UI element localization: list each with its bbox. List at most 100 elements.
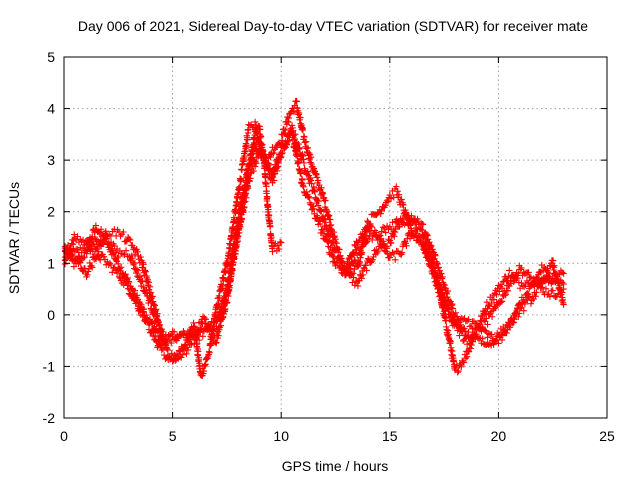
data-point-plus [363,239,370,246]
data-point-plus [229,261,237,269]
data-point-plus [530,275,537,282]
data-point-plus [120,228,127,236]
data-point-plus [271,161,279,168]
data-point-plus [152,332,159,339]
data-point-plus [93,253,100,260]
data-point-plus [369,256,376,263]
data-point-plus [75,253,82,260]
data-point-plus [134,267,142,274]
y-tick-label: -1 [43,358,56,374]
data-point-plus [116,273,123,281]
data-point-plus [218,282,226,290]
data-point-plus [202,326,210,333]
data-point-plus [403,242,410,250]
data-point-plus [366,227,373,234]
data-point-plus [290,134,297,141]
data-point-plus [97,226,105,233]
data-point-plus [546,293,554,300]
data-point-plus [465,316,472,323]
data-point-plus [553,293,560,300]
y-tick-label: -2 [43,410,56,426]
data-point-plus [518,279,525,287]
data-point-plus [378,207,385,215]
data-point-plus [318,184,325,192]
data-point-plus [253,129,260,137]
data-point-plus [195,336,203,344]
data-point-plus [83,250,90,257]
data-point-plus [532,293,539,300]
data-point-plus [228,234,235,242]
data-point-plus [122,271,129,278]
data-point-plus [168,350,175,357]
data-point-plus [351,257,359,264]
y-axis-label: SDTVAR / TECUs [6,182,22,294]
data-point-plus [535,283,542,290]
data-point-plus [133,300,141,307]
data-point-plus [166,356,174,363]
data-point-plus [92,222,100,229]
data-point-plus [421,243,428,250]
data-point-plus [265,211,273,219]
data-point-plus [453,313,461,320]
data-point-plus [94,245,101,253]
data-point-plus [180,330,187,338]
data-point-plus [390,250,398,258]
data-point-plus [112,249,120,256]
data-point-plus [363,267,370,274]
data-point-plus [178,331,186,338]
data-point-plus [191,322,198,330]
data-point-plus [197,325,204,332]
data-point-plus [475,326,483,333]
series-track-a [61,97,567,380]
data-point-plus [432,252,439,259]
data-point-plus [545,270,553,277]
data-point-plus [188,324,195,331]
data-point-plus [222,298,229,306]
data-point-plus [463,353,471,360]
data-point-plus [267,222,274,229]
data-point-plus [515,270,522,277]
data-point-plus [521,300,529,308]
data-point-plus [165,332,172,339]
data-point-plus [322,197,329,204]
data-point-plus [516,305,524,312]
data-point-plus [379,241,386,248]
data-point-plus [463,317,471,324]
data-point-plus [269,248,276,255]
data-point-plus [300,159,308,167]
data-point-plus [81,253,88,261]
data-point-plus [515,313,522,321]
x-tick-label: 20 [491,428,507,444]
data-point-plus [109,269,116,276]
data-point-plus [315,217,323,224]
data-point-plus [455,367,462,375]
data-point-plus [499,278,507,286]
data-point-plus [383,245,391,252]
data-point-plus [469,325,476,333]
data-point-plus [250,141,257,148]
data-point-plus [124,282,131,289]
data-point-plus [129,255,136,262]
data-point-plus [207,322,214,329]
data-point-plus [510,319,517,326]
data-point-plus [111,264,118,271]
data-point-plus [125,235,133,243]
data-point-plus [424,236,432,243]
data-point-plus [506,324,514,331]
data-point-plus [465,334,472,341]
data-point-plus [383,222,391,230]
data-point-plus [469,331,476,339]
data-point-plus [261,164,268,172]
data-point-plus [441,293,448,300]
data-point-plus [101,238,108,245]
data-point-plus [465,328,472,336]
data-point-plus [89,264,96,271]
data-point-plus [363,238,371,245]
data-point-plus [299,182,307,189]
data-point-plus [389,219,396,226]
data-point-plus [413,230,420,237]
data-point-plus [253,160,260,167]
data-point-plus [283,141,290,149]
data-point-plus [507,315,515,322]
